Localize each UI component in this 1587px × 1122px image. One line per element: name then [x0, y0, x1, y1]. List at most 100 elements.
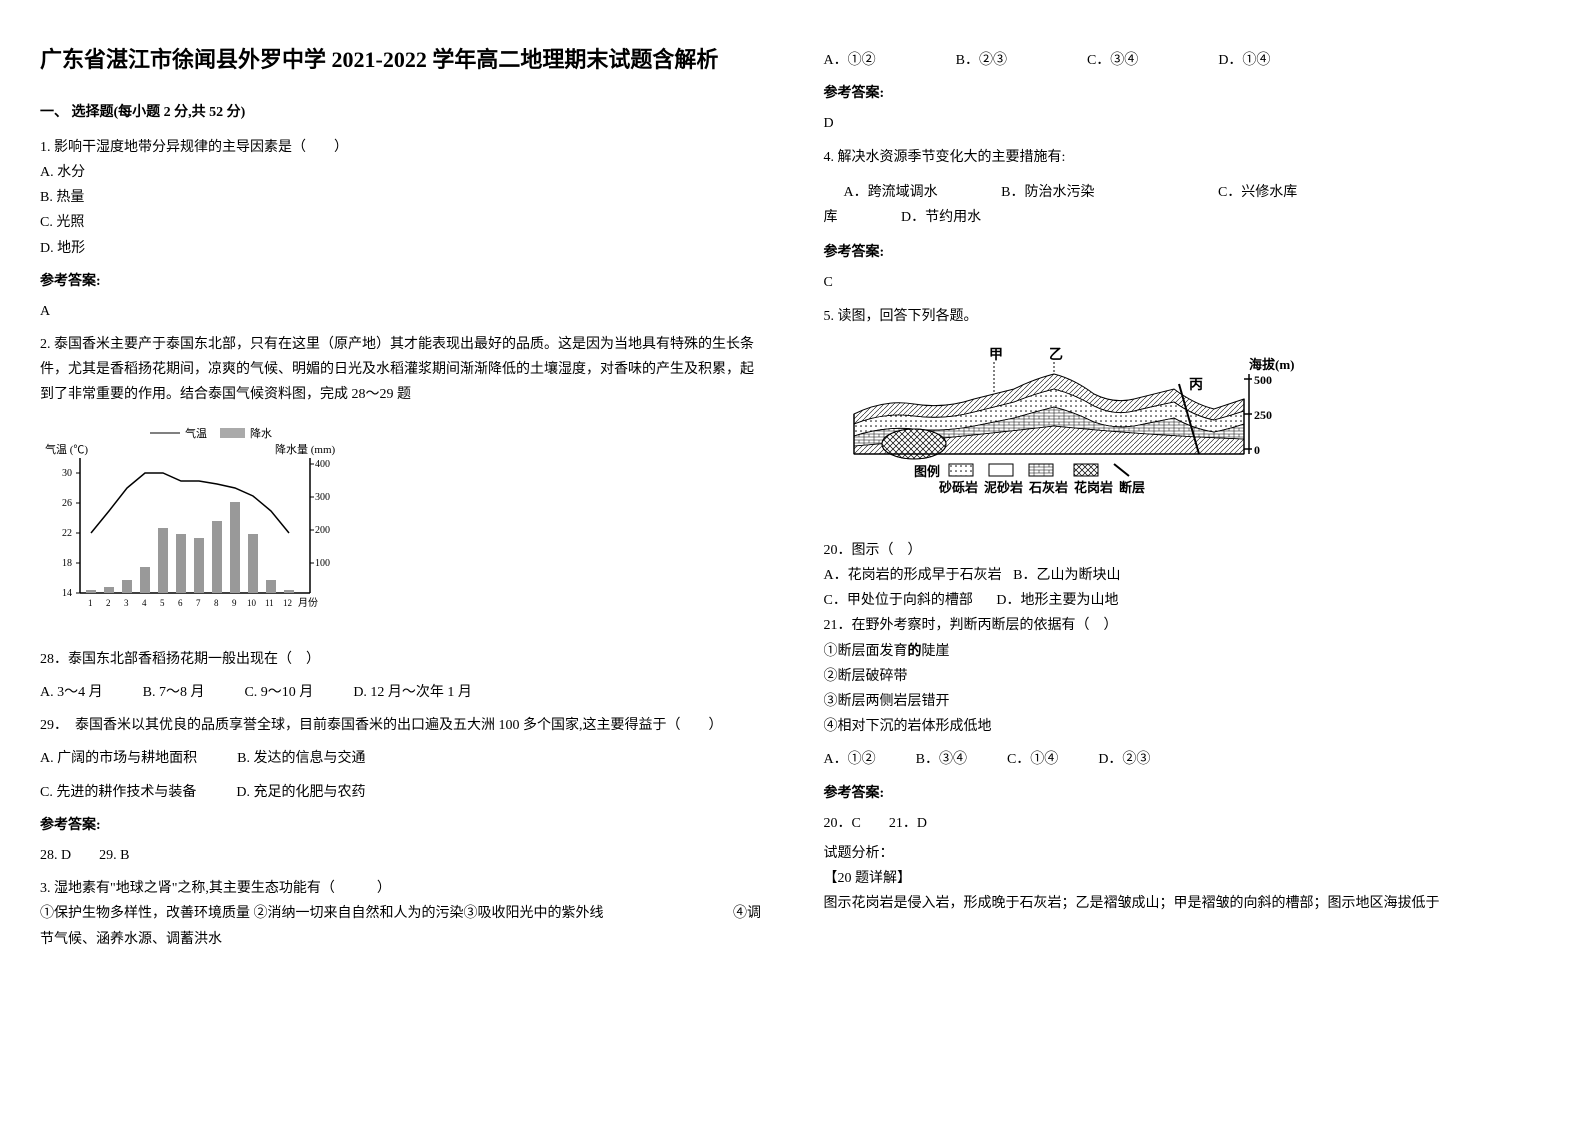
q28-options: A. 3～4 月 B. 7～8 月 C. 9～10 月 D. 12 月～次年 1… [40, 680, 764, 705]
q5-answer: 20．C 21．D [824, 811, 1548, 836]
q2-intro: 2. 泰国香米主要产于泰国东北部，只有在这里（原产地）其才能表现出最好的品质。这… [40, 332, 764, 408]
svg-text:7: 7 [196, 598, 201, 608]
q3-answer: D [824, 111, 1548, 136]
question-4: 4. 解决水资源季节变化大的主要措施有: A．跨流域调水 B．防治水污染 C．兴… [824, 145, 1548, 296]
svg-text:图例: 图例 [914, 464, 940, 479]
q4-optC-cont: 库 [824, 210, 838, 225]
svg-text:18: 18 [62, 558, 72, 569]
svg-text:11: 11 [265, 598, 274, 608]
q29-options-row1: A. 广阔的市场与耕地面积 B. 发达的信息与交通 [40, 746, 764, 771]
svg-text:12: 12 [283, 598, 292, 608]
q1-optB: B. 热量 [40, 185, 764, 210]
q3-answer-label: 参考答案: [824, 81, 1548, 106]
exam-title: 广东省湛江市徐闻县外罗中学 2021-2022 学年高二地理期末试题含解析 [40, 40, 764, 80]
q29-optA: A. 广阔的市场与耕地面积 [40, 746, 197, 771]
svg-text:石灰岩: 石灰岩 [1028, 480, 1068, 495]
svg-text:8: 8 [214, 598, 219, 608]
svg-text:300: 300 [315, 492, 330, 503]
q29-text: 29． 泰国香米以其优良的品质享誉全球，目前泰国香米的出口遍及五大洲 100 多… [40, 713, 764, 738]
q21-optA: A．①② [824, 747, 876, 772]
svg-text:30: 30 [62, 468, 72, 479]
q3-options: A．①② B．②③ C．③④ D．①④ [824, 48, 1548, 73]
question-1: 1. 影响干湿度地带分异规律的主导因素是（ ） A. 水分 B. 热量 C. 光… [40, 135, 764, 324]
q21-stmt1: ①断层面发育的陡崖 [824, 639, 1548, 664]
q21-stmt4: ④相对下沉的岩体形成低地 [824, 714, 1548, 739]
q3-text: 3. 湿地素有"地球之肾"之称,其主要生态功能有（ ） [40, 876, 764, 901]
q4-options: A．跨流域调水 B．防治水污染 C．兴修水库 库 D．节约用水 [824, 180, 1548, 230]
q4-optD: D．节约用水 [901, 210, 981, 225]
q1-text: 1. 影响干湿度地带分异规律的主导因素是（ ） [40, 135, 764, 160]
svg-text:花岗岩: 花岗岩 [1074, 480, 1113, 495]
q2-answer: 28. D 29. B [40, 843, 764, 868]
q28-optB: B. 7～8 月 [143, 680, 205, 705]
svg-text:9: 9 [232, 598, 237, 608]
svg-text:海拔(m): 海拔(m) [1249, 357, 1295, 372]
q4-optA: A．跨流域调水 [844, 185, 938, 200]
q2-answer-label: 参考答案: [40, 813, 764, 838]
svg-text:2: 2 [106, 598, 111, 608]
q3-optA: A．①② [824, 48, 876, 73]
q21-stmt2: ②断层破碎带 [824, 664, 1548, 689]
q4-text: 4. 解决水资源季节变化大的主要措施有: [824, 145, 1548, 170]
q4-optB: B．防治水污染 [1001, 185, 1094, 200]
q28-text: 28．泰国东北部香稻扬花期一般出现在（ ） [40, 647, 764, 672]
q21-stmt3: ③断层两侧岩层错开 [824, 689, 1548, 714]
q28-optD: D. 12 月～次年 1 月 [353, 680, 472, 705]
q20-optC: C．甲处位于向斜的槽部 [824, 593, 973, 608]
q1-optD: D. 地形 [40, 236, 764, 261]
q20-optA: A．花岗岩的形成早于石灰岩 [824, 568, 1002, 583]
chart-ylabel-left: 气温 (℃) [45, 442, 88, 456]
q5-analysis-label: 试题分析： [824, 841, 1548, 866]
svg-text:泥砂岩: 泥砂岩 [984, 480, 1023, 495]
svg-text:5: 5 [160, 598, 165, 608]
q21-text: 21．在野外考察时，判断丙断层的依据有（ ） [824, 613, 1548, 638]
svg-text:月份: 月份 [298, 597, 318, 609]
svg-text:丙: 丙 [1189, 377, 1203, 393]
q28-optC: C. 9～10 月 [244, 680, 313, 705]
question-5: 5. 读图，回答下列各题。 甲 乙 丙 海拔(m) 500 250 0 [824, 304, 1548, 917]
svg-text:砂砾岩: 砂砾岩 [938, 480, 978, 495]
q1-answer: A [40, 299, 764, 324]
svg-text:14: 14 [62, 588, 72, 599]
q5-detail20-label: 【20 题详解】 [824, 866, 1548, 891]
svg-text:500: 500 [1254, 373, 1272, 387]
q1-optA: A. 水分 [40, 160, 764, 185]
climate-chart: 气温 降水 气温 (℃) 降水量 (mm) 14 18 22 26 [40, 423, 340, 632]
geology-diagram: 甲 乙 丙 海拔(m) 500 250 0 [824, 344, 1274, 523]
q29-optD: D. 充足的化肥与农药 [236, 780, 365, 805]
q29-optB: B. 发达的信息与交通 [237, 746, 365, 771]
right-column: A．①② B．②③ C．③④ D．①④ 参考答案: D 4. 解决水资源季节变化… [824, 40, 1548, 960]
q29-optC: C. 先进的耕作技术与装备 [40, 780, 196, 805]
q21-options: A．①② B．③④ C．①④ D．②③ [824, 747, 1548, 772]
svg-text:4: 4 [142, 598, 147, 608]
q4-answer-label: 参考答案: [824, 240, 1548, 265]
svg-text:22: 22 [62, 528, 72, 539]
q1-answer-label: 参考答案: [40, 269, 764, 294]
q20-optD: D．地形主要为山地 [996, 593, 1118, 608]
q20-row2: C．甲处位于向斜的槽部 D．地形主要为山地 [824, 588, 1548, 613]
q3-optB: B．②③ [956, 48, 1007, 73]
q20-row1: A．花岗岩的形成早于石灰岩 B．乙山为断块山 [824, 563, 1548, 588]
svg-text:100: 100 [315, 558, 330, 569]
q21-optB: B．③④ [916, 747, 967, 772]
svg-text:乙: 乙 [1049, 347, 1063, 363]
section-header: 一、 选择题(每小题 2 分,共 52 分) [40, 100, 764, 125]
svg-text:200: 200 [315, 525, 330, 536]
svg-text:26: 26 [62, 498, 72, 509]
svg-text:6: 6 [178, 598, 183, 608]
chart-ylabel-right: 降水量 (mm) [275, 442, 336, 456]
q5-intro: 5. 读图，回答下列各题。 [824, 304, 1548, 329]
left-column: 广东省湛江市徐闻县外罗中学 2021-2022 学年高二地理期末试题含解析 一、… [40, 40, 764, 960]
chart-legend-temp: 气温 [185, 426, 207, 440]
q4-answer: C [824, 270, 1548, 295]
q21-optC: C．①④ [1007, 747, 1058, 772]
q4-optC: C．兴修水库 [1218, 185, 1297, 200]
q20-optB: B．乙山为断块山 [1013, 568, 1120, 583]
svg-text:3: 3 [124, 598, 129, 608]
svg-text:400: 400 [315, 459, 330, 470]
svg-text:0: 0 [1254, 443, 1260, 457]
svg-text:甲: 甲 [989, 347, 1003, 363]
chart-legend-precip: 降水 [250, 426, 272, 440]
q5-detail20-text: 图示花岗岩是侵入岩，形成晚于石灰岩；乙是褶皱成山；甲是褶皱的向斜的槽部；图示地区… [824, 891, 1548, 916]
q20-text: 20．图示（ ） [824, 538, 1548, 563]
